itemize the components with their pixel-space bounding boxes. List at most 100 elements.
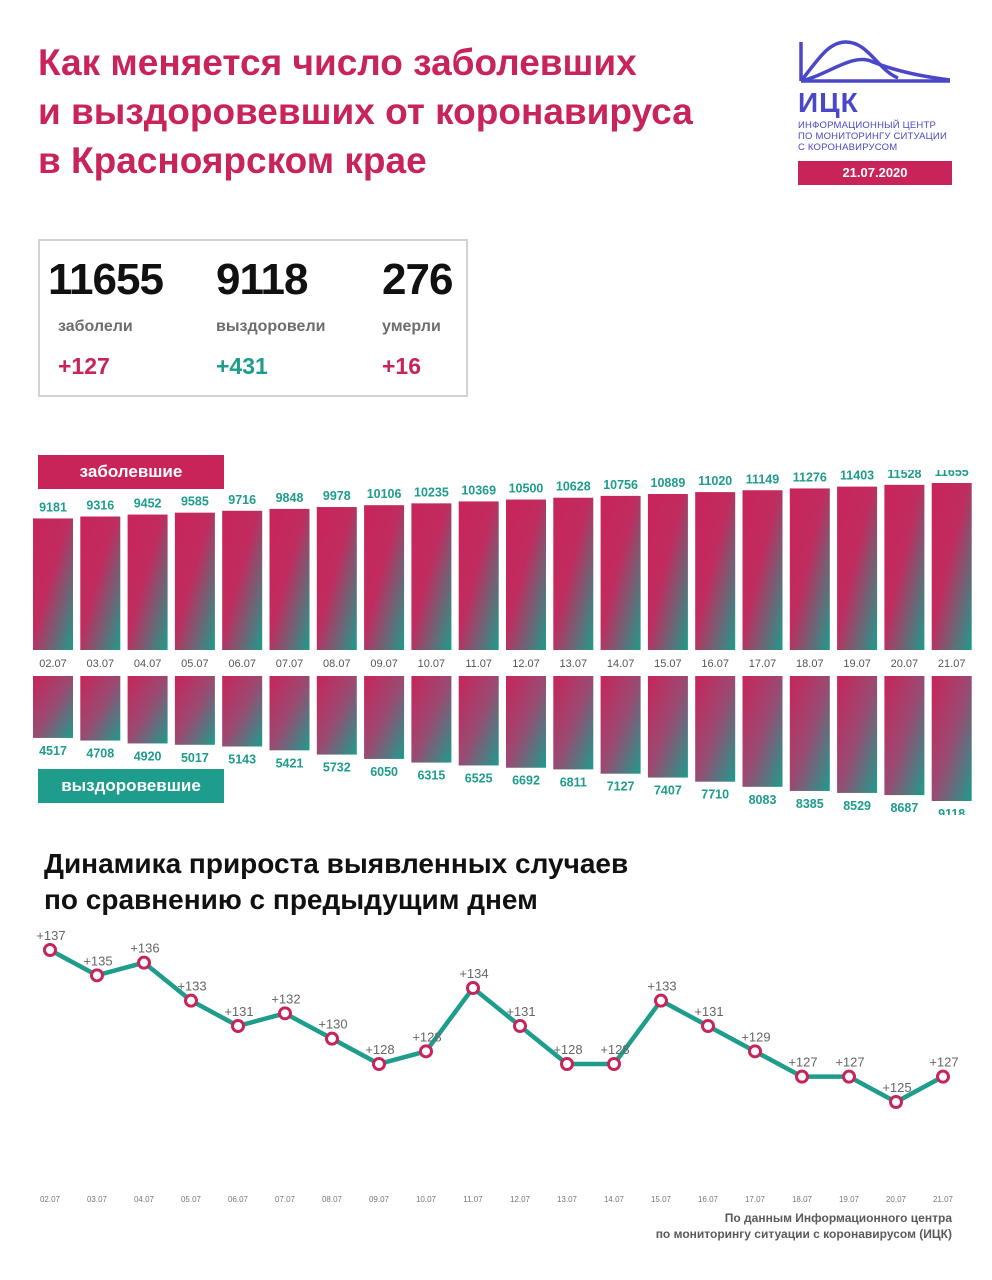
bar-cases-label: 11020 [698, 474, 732, 488]
bar-date-label: 18.07 [796, 658, 824, 670]
bar-recovered [742, 676, 783, 787]
source-note-line: по мониторингу ситуации с коронавирусом … [655, 1227, 952, 1241]
line-point [419, 1044, 433, 1059]
bar-recovered-label: 8385 [796, 797, 824, 811]
stat-cases-delta: +127 [58, 353, 110, 379]
line-point-label: +125 [882, 1080, 911, 1095]
bar-cases-label: 11655 [935, 470, 969, 479]
bar-recovered [837, 676, 878, 793]
bar-recovered [458, 676, 499, 766]
bar-recovered-label: 5421 [276, 756, 304, 770]
line-point [936, 1069, 950, 1084]
stat-deaths-delta: +16 [382, 353, 422, 379]
line-point [372, 1057, 386, 1071]
line-x-tick-label: 12.07 [510, 1195, 531, 1204]
line-x-tick-label: 21.07 [933, 1195, 954, 1204]
bar-recovered [174, 676, 215, 745]
line-x-tick-label: 15.07 [651, 1195, 672, 1204]
bar-recovered-label: 6692 [512, 774, 540, 788]
line-point [607, 1057, 621, 1071]
bar-cases [931, 483, 972, 650]
bar-recovered-label: 7407 [654, 784, 682, 798]
bar-recovered [695, 676, 736, 782]
logo-subtitle: ИНФОРМАЦИОННЫЙ ЦЕНТР ПО МОНИТОРИНГУ СИТУ… [798, 120, 954, 153]
line-point [278, 1006, 292, 1021]
line-x-tick-label: 07.07 [275, 1195, 296, 1204]
line-point-label: +128 [553, 1042, 582, 1057]
line-point [137, 955, 151, 970]
line-point-label: +128 [600, 1042, 629, 1057]
bar-cases-label: 10756 [603, 478, 638, 492]
line-x-tick-label: 13.07 [557, 1195, 578, 1204]
line-point [795, 1069, 809, 1084]
bar-cases [364, 505, 405, 650]
bar-recovered-label: 8083 [749, 793, 777, 807]
line-point-label: +129 [741, 1029, 770, 1044]
bar-recovered [506, 676, 546, 768]
bar-recovered-label: 8529 [843, 799, 871, 813]
line-point-label: +128 [412, 1029, 441, 1044]
line-point-label: +130 [318, 1017, 347, 1032]
bar-date-label: 15.07 [654, 658, 682, 670]
bar-cases [33, 518, 73, 650]
source-note: По данным Информационного центра по мони… [656, 1210, 952, 1242]
line-point-label: +134 [459, 966, 488, 981]
bar-cases-label: 9452 [134, 497, 162, 511]
bar-cases [458, 501, 499, 650]
line-x-tick-label: 14.07 [604, 1195, 625, 1204]
bar-cases [80, 516, 121, 650]
bar-cases [269, 508, 310, 650]
bar-cases-label: 11149 [746, 472, 779, 486]
line-point [560, 1057, 574, 1071]
bar-cases [506, 499, 546, 650]
bar-recovered [600, 676, 641, 774]
line-point [701, 1019, 715, 1033]
page-title: Как меняется число заболевших и выздоров… [38, 38, 738, 185]
bar-recovered [269, 676, 310, 751]
report-date: 21.07.2020 [798, 161, 952, 185]
bar-cases-label: 10500 [509, 482, 544, 496]
logo-wave-icon [799, 40, 951, 83]
bar-cases [647, 493, 688, 650]
bar-recovered-label: 7127 [607, 780, 635, 794]
bar-cases-label: 11528 [887, 470, 921, 481]
bar-recovered-label: 4920 [134, 749, 162, 763]
bar-recovered-label: 4517 [39, 744, 67, 758]
line-x-tick-label: 06.07 [228, 1195, 249, 1204]
bar-date-label: 19.07 [843, 658, 871, 670]
bar-date-label: 06.07 [228, 658, 256, 670]
bar-recovered [33, 676, 73, 738]
line-point [43, 943, 57, 957]
line-point-label: +132 [271, 991, 300, 1006]
bar-recovered-label: 6050 [370, 765, 398, 779]
line-x-tick-label: 05.07 [181, 1195, 202, 1204]
line-x-tick-label: 18.07 [792, 1195, 813, 1204]
logo-subtitle-line: ПО МОНИТОРИНГУ СИТУАЦИИ [798, 131, 947, 142]
bar-cases-label: 10889 [651, 476, 686, 490]
section-title-line: Динамика прироста выявленных случаев [44, 848, 629, 879]
bar-date-label: 14.07 [607, 658, 635, 670]
section-title-line: по сравнению с предыдущим днем [44, 884, 538, 915]
line-point [842, 1069, 856, 1084]
bar-recovered [789, 676, 830, 791]
bar-recovered [80, 676, 121, 741]
bar-recovered [364, 676, 405, 759]
bar-cases [884, 484, 925, 650]
bar-cases [837, 486, 878, 650]
bar-cases [600, 495, 641, 650]
source-note-line: По данным Информационного центра [724, 1211, 952, 1225]
bar-date-label: 02.07 [39, 658, 67, 670]
line-point [325, 1031, 339, 1046]
bar-date-label: 07.07 [276, 658, 304, 670]
bar-recovered [222, 676, 263, 747]
line-point-label: +127 [929, 1055, 958, 1070]
bar-recovered-label: 8687 [890, 801, 918, 815]
bar-cases-label: 11403 [840, 470, 874, 483]
line-x-tick-label: 09.07 [369, 1195, 390, 1204]
bar-cases-label: 10628 [556, 480, 591, 494]
bar-cases [127, 514, 168, 650]
bar-recovered-label: 6525 [465, 771, 493, 785]
bar-recovered [127, 676, 168, 744]
bar-recovered-label: 7710 [701, 788, 729, 802]
bar-cases [222, 510, 263, 650]
